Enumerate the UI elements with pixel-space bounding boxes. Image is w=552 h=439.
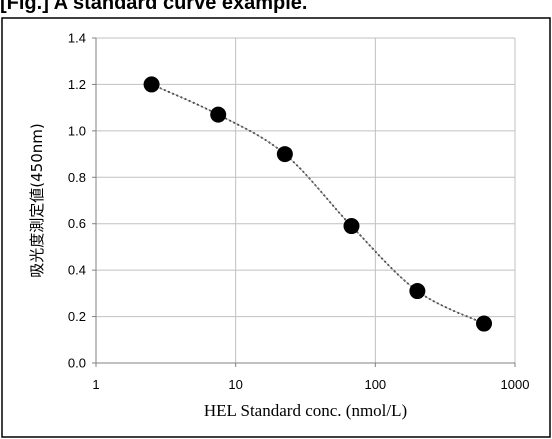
data-points [143,76,493,332]
y-tick-label: 0.6 [68,216,86,231]
x-tick-label: 100 [364,377,386,392]
x-axis-title: HEL Standard conc. (nmol/L) [204,401,407,420]
x-tick-label: 1 [92,377,99,392]
y-axis-title: 吸光度測定値(450nm) [28,123,46,277]
y-tick-label: 0.0 [68,356,86,371]
fit-curve-thin-line [151,84,485,324]
grid-lines [96,37,516,363]
y-tick-label: 0.2 [68,309,86,324]
data-point [476,315,493,332]
axes [92,37,516,367]
y-tick-label: 0.4 [68,263,86,278]
data-point [210,106,227,123]
fit-curve-line [151,83,485,325]
data-point [409,283,426,300]
y-tick-label: 1.4 [68,31,86,46]
data-point [143,76,160,93]
x-tick-label: 10 [228,377,242,392]
chart-title: [Fig.] A standard curve example. [0,0,308,14]
fit-curve [151,83,485,325]
y-tick-label: 1.2 [68,77,86,92]
data-point [276,146,293,163]
data-point [343,218,360,235]
y-tick-label: 1.0 [68,123,86,138]
chart-frame [1,17,551,438]
tick-labels: 0.0 0.2 0.4 0.6 0.8 1.0 1.2 1.4 1 10 100 1000 [68,31,530,393]
y-tick-label: 0.8 [68,170,86,185]
x-tick-label: 1000 [501,377,530,392]
